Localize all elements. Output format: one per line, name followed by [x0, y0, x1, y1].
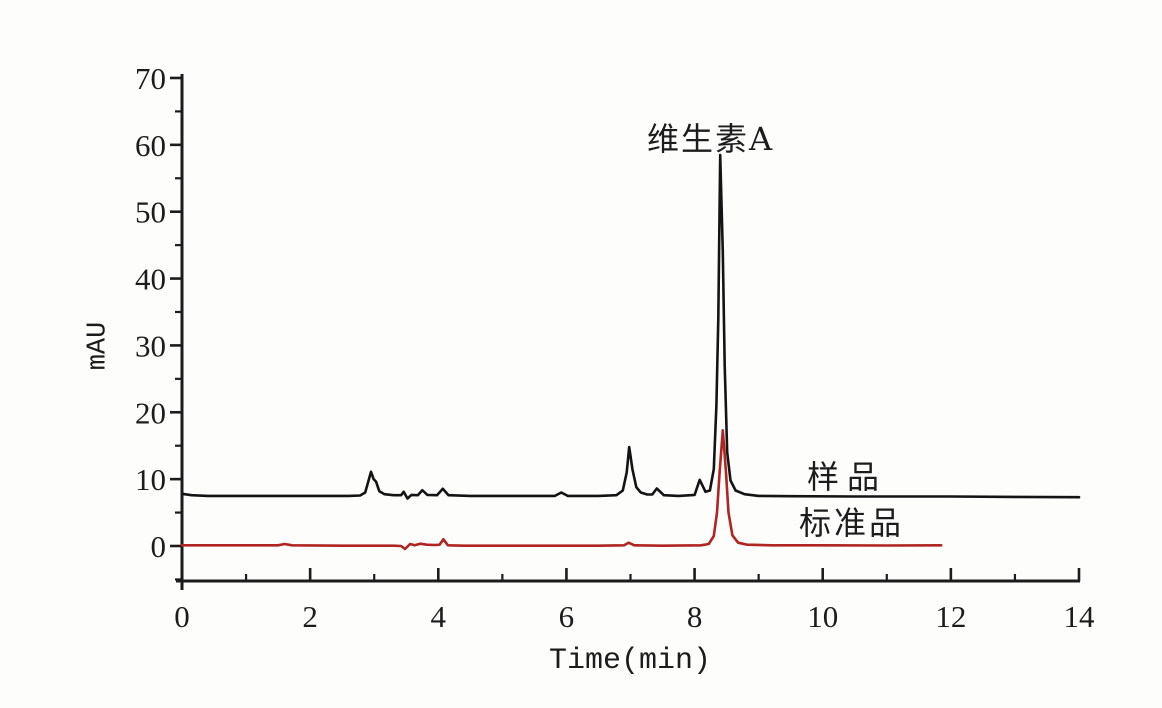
trace-standard-line: [180, 428, 943, 551]
x-tick-label: 8: [687, 599, 703, 634]
x-tick-label: 14: [1064, 599, 1096, 634]
y-tick-label: 20: [135, 395, 166, 430]
y-tick-label: 40: [135, 262, 166, 297]
y-tick-label: 10: [135, 462, 166, 497]
y-tick-label: 60: [135, 128, 166, 163]
y-tick-label: 30: [135, 328, 166, 363]
y-tick-label: 50: [135, 195, 166, 230]
x-tick-label: 2: [302, 599, 318, 634]
axes: [176, 74, 1080, 590]
x-tick-label: 4: [431, 599, 447, 634]
series-label-standard: 标准品: [799, 504, 905, 542]
x-tick-label: 0: [174, 599, 190, 634]
x-tick-label: 6: [559, 599, 575, 634]
y-tick-label: 0: [151, 529, 167, 564]
x-axis-title: Time(min): [548, 644, 712, 678]
peak-annotation-vitamin-a: 维生素A: [647, 120, 775, 158]
x-tick-label: 10: [807, 599, 838, 634]
y-axis-title: mAU: [83, 321, 114, 371]
y-tick-label: 70: [135, 61, 166, 96]
trace-sample-line: [180, 153, 1081, 500]
series-label-sample: 样品: [807, 458, 888, 496]
x-tick-label: 12: [935, 599, 966, 634]
